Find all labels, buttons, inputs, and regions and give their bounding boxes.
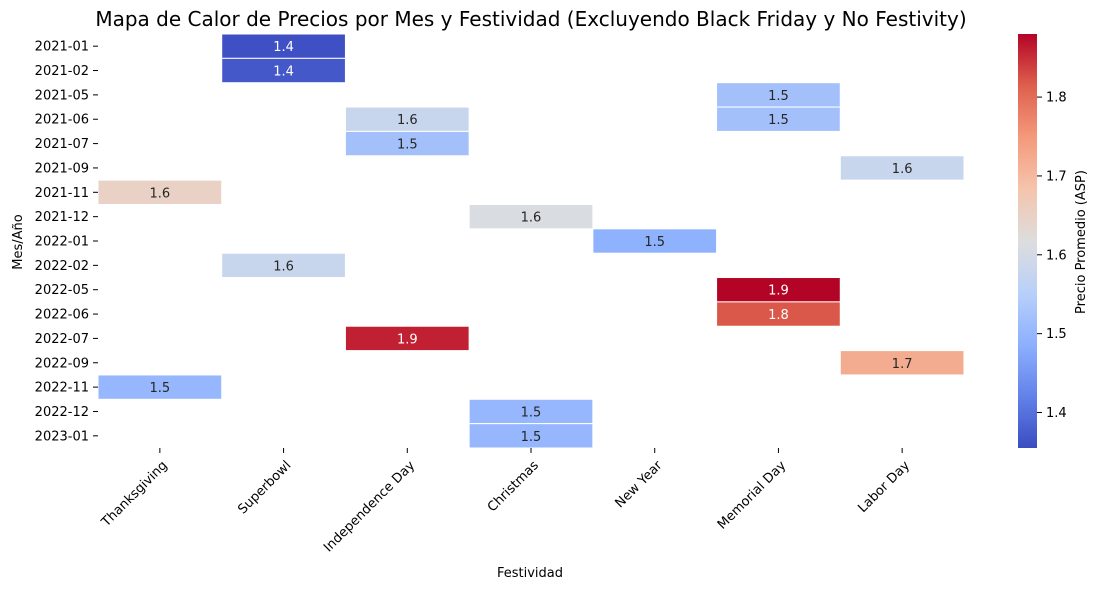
cell-value-label: 1.5 <box>397 138 418 153</box>
y-tick-label: 2023-01 <box>35 429 89 444</box>
x-tick-label: Memorial Day <box>715 458 790 533</box>
y-tick-label: 2021-02 <box>35 64 89 79</box>
cell-value-label: 1.7 <box>892 357 913 372</box>
x-axis-label: Festividad <box>497 566 563 581</box>
y-tick-label: 2022-09 <box>35 356 89 371</box>
y-tick-label: 2021-05 <box>35 88 89 103</box>
y-tick-label: 2021-06 <box>35 113 89 128</box>
colorbar-gradient <box>1018 34 1037 448</box>
cell-value-label: 1.5 <box>521 430 542 445</box>
cell-value-label: 1.4 <box>273 40 294 55</box>
x-tick-label: Superbowl <box>235 458 294 517</box>
heatmap-cell <box>839 350 965 376</box>
cell-value-label: 1.6 <box>397 113 418 128</box>
x-tick-label: Labor Day <box>855 458 913 516</box>
y-tick-label: 2022-06 <box>35 308 89 323</box>
colorbar-label: Precio Promedio (ASP) <box>1074 170 1089 314</box>
colorbar-tick-label: 1.6 <box>1046 248 1067 263</box>
y-tick-label: 2022-07 <box>35 332 89 347</box>
y-tick-label: 2021-01 <box>35 40 89 55</box>
heatmap-cell <box>344 325 470 352</box>
colorbar-tick-label: 1.4 <box>1046 406 1067 421</box>
cell-value-label: 1.5 <box>768 89 789 104</box>
y-tick-label: 2022-12 <box>35 405 89 420</box>
y-tick-label: 2021-09 <box>35 161 89 176</box>
heatmap-cell <box>716 106 841 132</box>
y-axis-label: Mes/Año <box>11 214 26 269</box>
heatmap-cell <box>221 33 346 59</box>
colorbar-tick-label: 1.7 <box>1046 169 1067 184</box>
y-tick-label: 2022-11 <box>35 381 89 396</box>
cell-value-label: 1.8 <box>768 308 789 323</box>
colorbar: 1.4 1.5 1.6 1.7 1.8 <box>1018 34 1067 448</box>
y-tick-label: 2021-12 <box>35 210 89 225</box>
y-tick-label: 2022-05 <box>35 283 89 298</box>
cell-value-label: 1.4 <box>273 65 294 80</box>
colorbar-tick-label: 1.8 <box>1046 91 1067 106</box>
heatmap-cell <box>468 423 594 449</box>
cell-value-label: 1.5 <box>644 235 665 250</box>
heatmap-cell <box>468 203 594 230</box>
heatmap-cell <box>716 277 841 303</box>
cell-value-label: 1.6 <box>521 211 542 226</box>
cell-value-label: 1.5 <box>768 113 789 128</box>
heatmap-cell <box>716 301 841 327</box>
cell-value-label: 1.5 <box>150 381 171 396</box>
cell-value-label: 1.9 <box>768 284 789 299</box>
heatmap-cell <box>592 228 718 254</box>
x-tick-label: Independence Day <box>321 458 418 555</box>
y-tick-label: 2021-11 <box>35 186 89 201</box>
cell-value-label: 1.5 <box>521 405 542 420</box>
x-tick-label: Thanksgiving <box>98 458 170 530</box>
heatmap-cells: 1.4 1.4 1.5 1.6 1.5 1.5 1.6 1.6 1.6 1.5 1.6 1.9 1.8 1… <box>97 33 965 449</box>
heatmap-cell <box>221 252 346 279</box>
heatmap-cell <box>839 155 965 181</box>
cell-value-label: 1.6 <box>892 162 913 177</box>
heatmap-cell <box>344 130 470 157</box>
x-tick-label: Christmas <box>485 458 542 515</box>
heatmap-cell <box>468 398 594 425</box>
colorbar-tick-label: 1.5 <box>1046 327 1067 342</box>
y-tick-label: 2022-01 <box>35 235 89 250</box>
y-axis: 2021-01 2021-02 2021-05 2021-06 2021-07 2021-… <box>35 40 98 444</box>
heatmap-cell <box>344 106 470 132</box>
x-tick-label: New Year <box>612 458 666 512</box>
cell-value-label: 1.6 <box>150 186 171 201</box>
cell-value-label: 1.6 <box>273 259 294 274</box>
cell-value-label: 1.9 <box>397 332 418 347</box>
y-tick-label: 2021-07 <box>35 137 89 152</box>
x-axis: Thanksgiving Superbowl Independence Day Chr… <box>98 448 913 555</box>
heatmap-cell <box>221 57 346 84</box>
y-tick-label: 2022-02 <box>35 259 89 274</box>
chart-title: Mapa de Calor de Precios por Mes y Festi… <box>95 7 966 31</box>
